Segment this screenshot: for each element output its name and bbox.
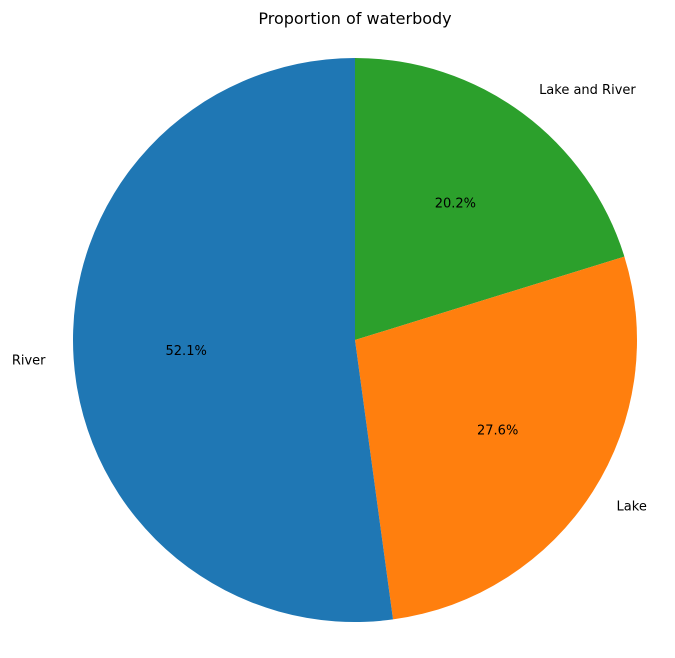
pct-label-river: 52.1% bbox=[166, 344, 207, 359]
slice-label-lake-and-river: Lake and River bbox=[539, 83, 636, 98]
chart-title: Proportion of waterbody bbox=[258, 9, 451, 28]
pie-slice-river bbox=[72, 58, 394, 622]
pct-label-lake: 27.6% bbox=[477, 423, 518, 438]
slice-label-river: River bbox=[12, 353, 46, 368]
slice-label-lake: Lake bbox=[617, 499, 647, 514]
pct-label-lake-and-river: 20.2% bbox=[435, 196, 476, 211]
pie-slice-lake bbox=[355, 256, 637, 620]
pie-labels: 20.2% Lake and River 27.6% Lake 52.1% River bbox=[12, 83, 647, 514]
pie-slices bbox=[72, 58, 637, 622]
pie-slice-lake-and-river bbox=[355, 58, 625, 340]
